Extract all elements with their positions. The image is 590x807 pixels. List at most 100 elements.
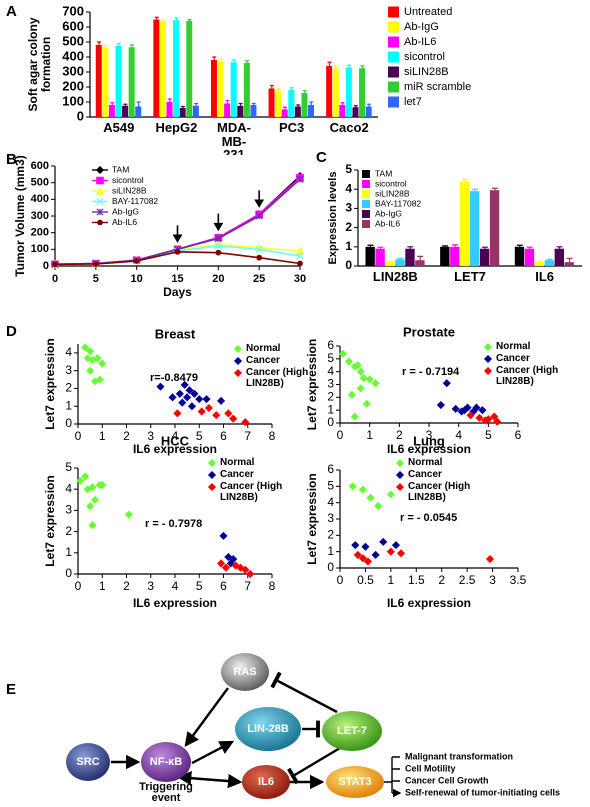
error-bar — [154, 16, 159, 20]
y-axis-label-box: Expression levels — [327, 171, 340, 265]
legend-marker — [233, 356, 243, 366]
bar — [534, 262, 545, 266]
bar — [365, 106, 372, 117]
bar — [166, 102, 173, 117]
x-tick-label: 1 — [388, 573, 395, 587]
error-bar — [462, 179, 469, 182]
x-tick-label: 3.5 — [510, 573, 527, 587]
bar — [102, 48, 109, 117]
node — [242, 765, 290, 799]
x-tick-label: 25 — [253, 273, 265, 285]
bar — [405, 248, 415, 266]
legend-label-box: Cancer (High LIN28B) — [246, 367, 308, 389]
legend-label: Ab-IgG — [112, 206, 139, 216]
x-tick-label: 5 — [196, 579, 203, 593]
bar — [224, 103, 231, 117]
point — [466, 411, 475, 420]
marker — [214, 242, 222, 250]
error-bar — [491, 187, 498, 191]
point — [374, 501, 383, 510]
x-tick-label: 4 — [172, 579, 179, 593]
annotation: r = - 0.7978 — [145, 518, 202, 530]
y-tick-label: 600 — [31, 160, 49, 172]
x-tick-label-box: MDA-MB-231 — [217, 121, 251, 155]
error-bar — [366, 103, 371, 107]
point — [175, 389, 184, 398]
error-bar — [353, 105, 358, 108]
bar — [332, 69, 339, 117]
arrow — [392, 756, 400, 793]
point — [371, 550, 380, 559]
point — [231, 561, 240, 570]
node — [235, 707, 301, 751]
legend-label-box: Normal — [246, 343, 280, 354]
y-tick-label: 1 — [327, 544, 334, 558]
x-tick-label: 2 — [438, 573, 445, 587]
bar — [268, 88, 275, 117]
marker — [255, 245, 263, 253]
y-tick-label: 2 — [65, 524, 72, 538]
bar — [460, 181, 470, 266]
point — [241, 418, 250, 427]
y-tick-label: 400 — [31, 193, 49, 205]
x-tick-label: 15 — [171, 273, 183, 285]
marker — [52, 261, 58, 268]
legend-swatch — [388, 36, 399, 48]
x-tick-label: 2 — [123, 429, 130, 443]
outcome: Self-renewal of tumor-initiating cells — [405, 787, 560, 797]
y-tick-label: 500 — [62, 33, 84, 48]
y-tick-label: 500 — [31, 177, 49, 189]
point — [362, 399, 371, 408]
legend-label-box: Normal — [220, 457, 254, 468]
bracket — [384, 757, 393, 793]
y-axis-label: Let7 expression — [304, 338, 319, 431]
legend-label-box: Cancer — [246, 355, 280, 366]
y-tick-label: 2 — [327, 390, 334, 404]
x-tick-label-box: PC3 — [279, 121, 304, 134]
y-tick-label: 200 — [31, 227, 49, 239]
error-bar — [309, 101, 314, 105]
caption-box: Triggering event — [139, 782, 193, 804]
legend-marker — [233, 368, 243, 378]
y-tick-label: 0 — [345, 258, 352, 272]
point — [356, 384, 365, 393]
bar — [489, 190, 500, 266]
bar — [385, 262, 395, 266]
y-tick-label: 0 — [77, 108, 84, 123]
point — [371, 379, 380, 388]
x-tick-label: 0 — [337, 573, 344, 587]
y-axis-label-box: Let7 expression — [43, 338, 57, 429]
x-axis-label: IL6 expression — [133, 596, 217, 610]
x-tick-label: 0.5 — [357, 573, 374, 587]
y-tick-label: 5 — [327, 479, 334, 493]
node — [326, 766, 384, 798]
bar — [192, 105, 199, 117]
error-bar — [269, 84, 274, 89]
y-axis-label: Expression levels — [327, 171, 340, 265]
bar — [294, 106, 301, 117]
error-bar — [536, 260, 543, 263]
y-tick-label: 0 — [327, 415, 334, 429]
y-tick-label: 3 — [327, 511, 334, 525]
x-tick-label: 3 — [426, 428, 433, 442]
y-tick-label: 1 — [345, 239, 352, 253]
legend-label: siLIN28B — [404, 66, 449, 78]
arrow — [191, 740, 235, 765]
error-bar — [238, 102, 243, 106]
y-axis-label-box: Let7 expression — [305, 473, 319, 564]
x-axis-label: IL6 expression — [133, 442, 217, 456]
panel-label: D — [6, 323, 17, 340]
x-axis-label: Days — [163, 285, 192, 299]
legend-label: Ab-IL6 — [112, 217, 137, 227]
point — [229, 555, 238, 564]
y-tick-label: 400 — [62, 48, 84, 63]
point — [442, 379, 451, 388]
error-bar — [397, 257, 404, 260]
point — [168, 393, 177, 402]
error-bar — [129, 44, 134, 48]
x-tick-label: Caco2 — [329, 121, 369, 135]
error-bar — [417, 255, 424, 261]
arrow — [177, 771, 243, 789]
point — [436, 400, 445, 410]
